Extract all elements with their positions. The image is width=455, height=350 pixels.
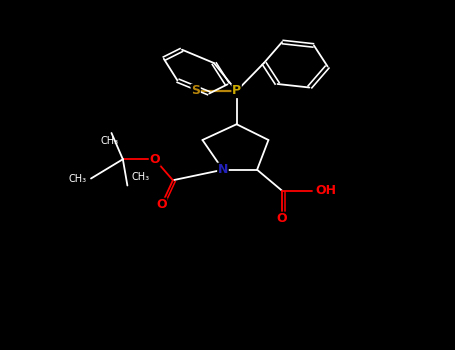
Text: O: O (277, 212, 288, 225)
Text: OH: OH (315, 184, 336, 197)
Text: O: O (156, 198, 167, 211)
Text: O: O (149, 153, 160, 166)
Text: S: S (191, 84, 200, 98)
Text: CH₃: CH₃ (132, 172, 150, 182)
Text: N: N (218, 163, 228, 176)
Text: CH₃: CH₃ (100, 136, 118, 147)
Text: P: P (232, 84, 241, 98)
Text: CH₃: CH₃ (68, 174, 86, 183)
